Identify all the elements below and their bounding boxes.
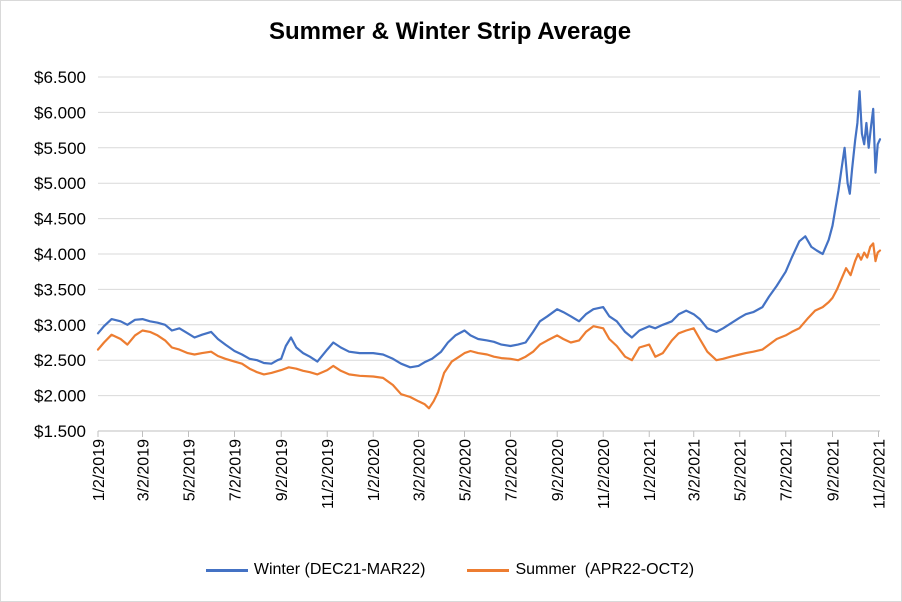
winter-series-line bbox=[96, 90, 882, 369]
y-tick-label: $1.500 bbox=[34, 422, 86, 441]
y-tick-label: $4.000 bbox=[34, 245, 86, 264]
y-tick-label: $6.500 bbox=[34, 68, 86, 87]
legend-item-winter: Winter (DEC21-MAR22) bbox=[205, 561, 426, 579]
legend-label-winter: Winter (DEC21-MAR22) bbox=[253, 561, 426, 578]
y-tick-label: $3.000 bbox=[34, 316, 86, 335]
x-tick-label: 11/2/2021 bbox=[871, 439, 888, 509]
y-tick-label: $5.000 bbox=[34, 174, 86, 193]
x-tick-label: 5/2/2020 bbox=[457, 439, 474, 501]
y-tick-label: $2.000 bbox=[34, 387, 86, 406]
y-tick-label: $4.500 bbox=[34, 210, 86, 229]
x-tick-label: 1/2/2020 bbox=[366, 439, 383, 501]
chart-title: Summer & Winter Strip Average bbox=[268, 18, 632, 45]
y-tick-label: $5.500 bbox=[34, 139, 86, 158]
legend-item-summer: Summer (APR22-OCT2) bbox=[467, 561, 694, 579]
x-tick-label: 5/2/2021 bbox=[733, 439, 750, 501]
x-tick-label: 7/2/2020 bbox=[503, 439, 520, 501]
x-tick-label: 1/2/2021 bbox=[642, 439, 659, 501]
x-tick-label: 9/2/2021 bbox=[825, 439, 842, 501]
x-tick-label: 3/2/2020 bbox=[411, 439, 428, 501]
x-tick-label: 3/2/2021 bbox=[687, 439, 704, 501]
x-tick-label: 3/2/2019 bbox=[135, 439, 152, 501]
y-tick-label: $2.500 bbox=[34, 351, 86, 370]
legend-label-summer: Summer (APR22-OCT2) bbox=[515, 561, 695, 578]
chart-legend: Winter (DEC21-MAR22) Summer (APR22-OCT2) bbox=[0, 558, 900, 582]
legend-swatch-summer bbox=[467, 568, 510, 572]
y-tick-label: $3.500 bbox=[34, 280, 86, 299]
summer-series-line bbox=[96, 242, 882, 410]
x-tick-label: 11/2/2019 bbox=[320, 439, 337, 509]
legend-swatch-winter bbox=[205, 568, 248, 572]
x-tick-label: 9/2/2019 bbox=[274, 439, 291, 501]
y-tick-label: $6.000 bbox=[34, 103, 86, 122]
x-tick-label: 7/2/2021 bbox=[779, 439, 796, 501]
x-tick-label: 1/2/2019 bbox=[91, 439, 108, 501]
x-tick-label: 11/2/2020 bbox=[596, 439, 613, 509]
x-tick-label: 5/2/2019 bbox=[181, 439, 198, 501]
x-tick-label: 9/2/2020 bbox=[550, 439, 567, 501]
x-tick-label: 7/2/2019 bbox=[227, 439, 244, 501]
